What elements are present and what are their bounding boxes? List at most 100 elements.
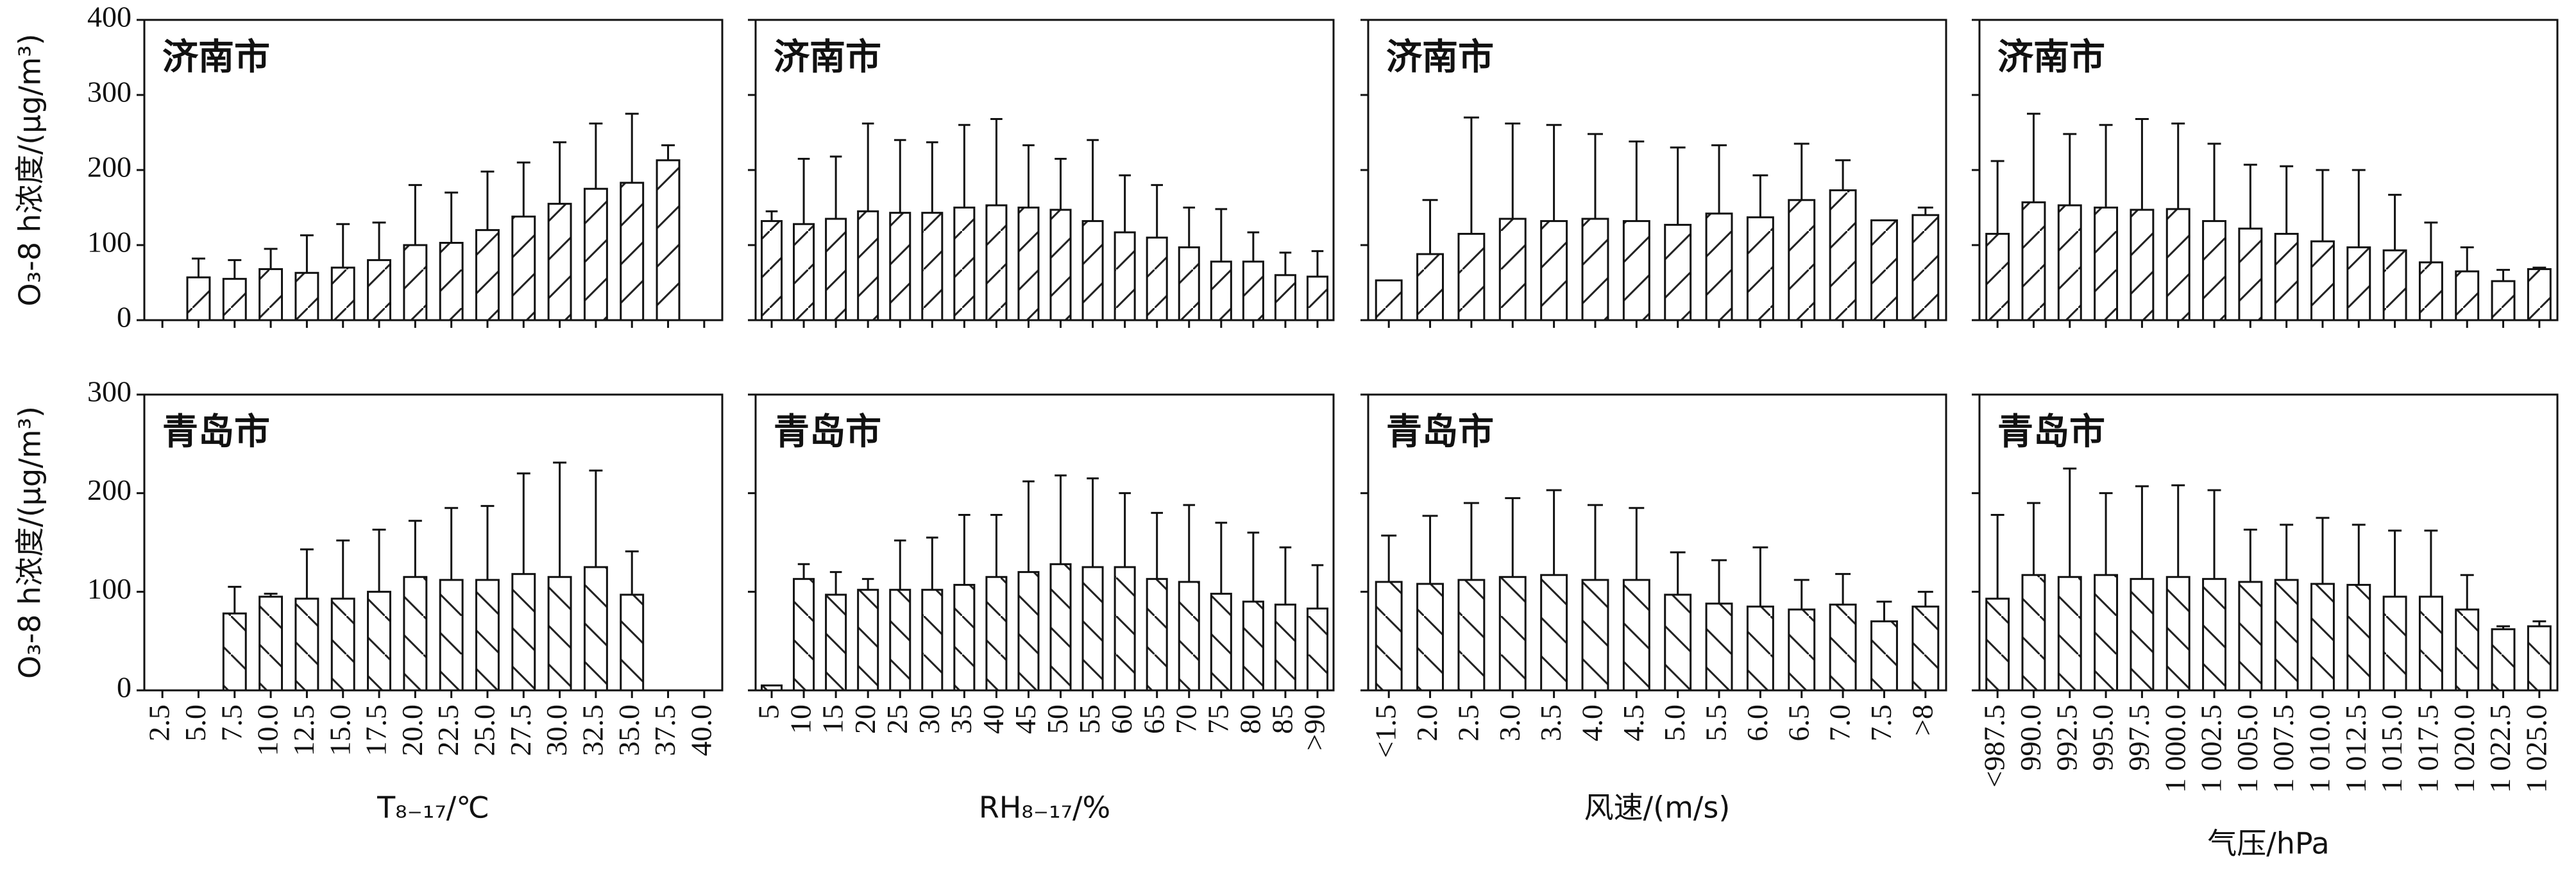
error-bar — [894, 139, 906, 213]
error-bar — [1279, 546, 1292, 605]
bar — [656, 159, 681, 321]
x-tick-label: 15 — [817, 704, 849, 734]
x-tick-label: 20 — [849, 704, 881, 734]
error-bar — [553, 461, 567, 577]
x-tick-label: 25.0 — [468, 704, 501, 756]
bar — [857, 588, 879, 692]
x-tick-label: 60 — [1105, 704, 1138, 734]
error-bar — [228, 586, 242, 614]
error-bar — [1183, 207, 1196, 248]
error-bar — [372, 221, 386, 260]
error-bar — [300, 234, 314, 273]
x-tick-label: 2.5 — [1452, 704, 1484, 742]
bar — [1498, 576, 1527, 692]
bar — [2021, 574, 2046, 692]
error-bar — [1835, 159, 1851, 191]
x-tick-label: 45 — [1009, 704, 1042, 734]
bar — [2057, 576, 2082, 692]
y-axis-label: O₃-8 h浓度/(μg/m³) — [13, 34, 47, 307]
bar — [620, 182, 645, 321]
error-bar — [2460, 246, 2474, 271]
x-tick-label: >90 — [1298, 704, 1331, 751]
error-bar — [797, 157, 810, 225]
bar — [620, 593, 645, 692]
bar — [1242, 601, 1264, 692]
x-tick-label: 995.0 — [2087, 704, 2119, 771]
panel-label: 济南市 — [774, 37, 881, 78]
bar — [367, 590, 391, 692]
error-bar — [1670, 146, 1686, 225]
error-bar — [926, 536, 938, 590]
bar — [1375, 279, 1403, 321]
error-bar — [589, 469, 603, 567]
x-tick-label: 85 — [1266, 704, 1298, 734]
bar — [1081, 220, 1104, 321]
bar — [475, 579, 500, 692]
error-bar — [408, 183, 422, 245]
x-axis-label: RH₈₋₁₇/% — [979, 790, 1110, 825]
bar — [1870, 219, 1898, 321]
error-bar — [861, 122, 874, 212]
bar — [2130, 577, 2155, 692]
bar — [793, 223, 815, 321]
x-axis-label: T₈₋₁₇/℃ — [377, 790, 489, 825]
panel-label: 济南市 — [162, 37, 270, 78]
error-bar — [765, 210, 778, 221]
y-axis-label: O₃-8 h浓度/(μg/m³) — [13, 406, 47, 679]
x-tick-label: 10.0 — [251, 704, 284, 756]
x-tick-label: 40.0 — [684, 704, 717, 756]
bar — [1746, 216, 1774, 321]
bar — [921, 588, 944, 692]
x-tick-label: <987.5 — [1978, 704, 2011, 787]
error-bar — [1752, 546, 1768, 607]
error-bar — [1505, 122, 1521, 219]
bar — [1210, 592, 1232, 692]
bar — [1306, 275, 1328, 321]
error-bar — [2135, 117, 2149, 210]
bar — [857, 210, 879, 321]
x-tick-label: 80 — [1233, 704, 1266, 734]
error-bar — [1587, 133, 1603, 219]
bar — [1114, 566, 1136, 692]
error-bar — [1183, 504, 1196, 582]
bar — [1829, 189, 1857, 321]
x-tick-label: 2.0 — [1411, 704, 1443, 742]
error-bar — [1990, 513, 2004, 599]
error-bar — [1793, 579, 1809, 610]
error-bar — [445, 191, 459, 243]
x-axis-label: 风速/(m/s) — [1584, 790, 1731, 825]
error-bar — [2424, 529, 2438, 597]
error-bar — [2026, 502, 2040, 576]
bar — [1178, 581, 1200, 692]
error-bar — [228, 259, 242, 279]
x-tick-label: 1 020.0 — [2448, 704, 2480, 793]
bar — [1017, 207, 1040, 321]
bar — [294, 597, 319, 692]
bar — [889, 212, 911, 321]
bar — [1540, 220, 1568, 321]
error-bar — [1055, 474, 1067, 565]
bar — [1540, 574, 1568, 692]
error-bar — [372, 529, 386, 592]
error-bar — [2280, 165, 2294, 234]
bar — [1375, 581, 1403, 692]
x-tick-label: 37.5 — [648, 704, 681, 756]
bar — [1985, 597, 2010, 692]
bar — [1457, 232, 1486, 321]
x-tick-label: 30 — [913, 704, 945, 734]
bar — [2238, 227, 2263, 321]
x-tick-label: 22.5 — [432, 704, 464, 756]
x-tick-label: 1 002.5 — [2195, 704, 2228, 793]
bar — [258, 595, 284, 692]
error-bar — [2316, 516, 2330, 584]
error-bar — [1247, 531, 1260, 602]
bar — [761, 220, 783, 321]
error-bar — [2207, 489, 2221, 579]
error-bar — [1835, 573, 1851, 605]
error-bar — [990, 513, 1003, 577]
error-bar — [1670, 551, 1686, 595]
error-bar — [2135, 485, 2149, 579]
bar — [439, 241, 464, 321]
bar — [1146, 236, 1168, 321]
error-bar — [2316, 169, 2330, 242]
